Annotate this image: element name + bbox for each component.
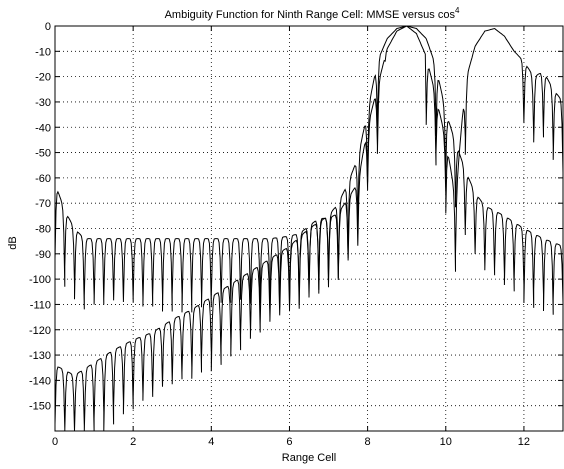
grid [55, 26, 563, 431]
chart-title-superscript: 4 [455, 6, 460, 15]
y-tick-label: -10 [35, 46, 51, 58]
y-tick-label: -40 [35, 122, 51, 134]
y-tick-label: -150 [29, 401, 51, 413]
chart-title: Ambiguity Function for Ninth Range Cell:… [165, 6, 460, 21]
y-tick-label: -60 [35, 173, 51, 185]
y-tick-label: -130 [29, 350, 51, 362]
y-tick-label: 0 [45, 21, 51, 33]
series-layer [54, 25, 564, 432]
x-tick-label: 12 [518, 436, 530, 448]
ticks: 0 2 4 6 8 10 12 0 -10 -20 -30 -40 -50 -60 -70 -80 -90 -10… [29, 21, 563, 448]
x-tick-label: 2 [130, 436, 136, 448]
y-tick-label: -120 [29, 325, 51, 337]
y-tick-label: -110 [30, 299, 51, 311]
y-tick-label: -80 [35, 224, 51, 236]
x-tick-label: 6 [286, 436, 292, 448]
y-tick-label: -100 [29, 274, 51, 286]
x-tick-label: 10 [440, 436, 452, 448]
y-tick-label: -20 [35, 72, 51, 84]
x-axis-label: Range Cell [282, 452, 336, 464]
y-tick-label: -70 [35, 198, 51, 210]
y-tick-label: -50 [35, 148, 51, 160]
x-tick-label: 0 [52, 436, 58, 448]
x-tick-label: 4 [208, 436, 214, 448]
chart-title-main: Ambiguity Function for Ninth Range Cell:… [165, 9, 456, 21]
x-tick-label: 8 [365, 436, 371, 448]
y-tick-label: -90 [35, 249, 51, 261]
series-line-2 [54, 25, 564, 432]
y-axis-label: dB [7, 236, 19, 249]
y-tick-label: -140 [29, 375, 51, 387]
y-tick-label: -30 [35, 97, 51, 109]
